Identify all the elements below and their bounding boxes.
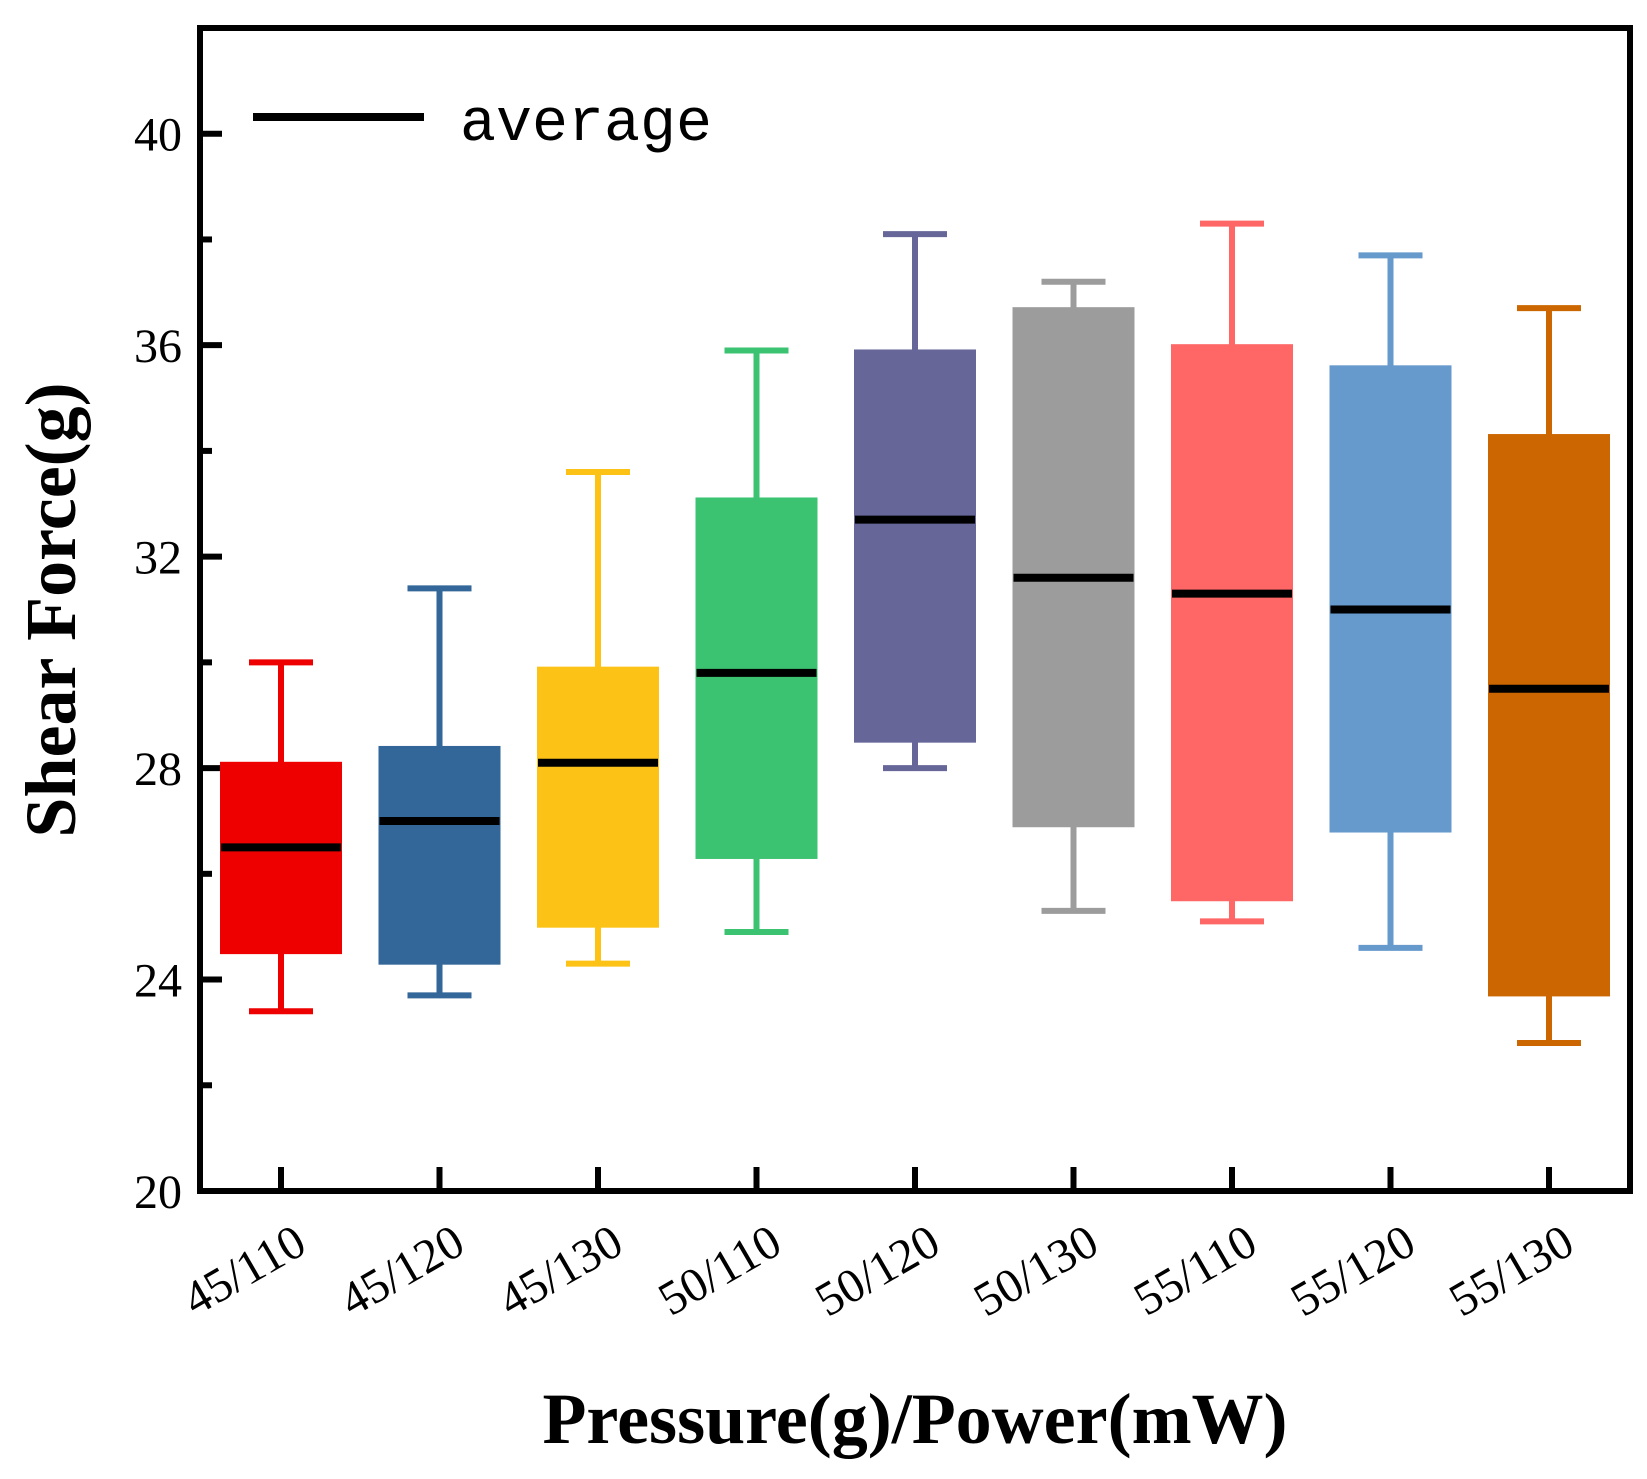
box-55-110: [1171, 220, 1293, 925]
y-tick-label: 40: [134, 109, 182, 162]
box-45-120: [378, 585, 501, 999]
box-body: [220, 761, 342, 955]
y-tick-label: 32: [134, 532, 182, 585]
y-tick-label: 28: [134, 743, 182, 796]
y-tick-label: 20: [134, 1166, 182, 1219]
box-body: [1171, 344, 1293, 902]
x-tick-label: 55/120: [1282, 1215, 1424, 1328]
x-tick-label: 50/110: [650, 1215, 790, 1327]
y-tick-label: 24: [134, 955, 182, 1008]
box-body: [378, 745, 501, 965]
box-body: [1329, 365, 1452, 833]
box-body: [537, 666, 659, 928]
box-55-130: [1488, 305, 1610, 1046]
box-45-110: [220, 659, 342, 1015]
y-tick-label: 36: [134, 320, 182, 373]
x-tick-label: 45/120: [331, 1215, 473, 1328]
x-tick-label: 50/120: [807, 1215, 949, 1328]
box-body: [1012, 307, 1135, 828]
box-50-130: [1012, 278, 1135, 914]
x-tick-label: 45/110: [174, 1215, 314, 1327]
legend-average-label: average: [460, 91, 712, 159]
boxes-layer: [220, 220, 1610, 1046]
box-50-120: [854, 231, 976, 772]
box-50-110: [695, 347, 818, 935]
x-tick-label: 55/130: [1441, 1215, 1583, 1328]
y-axis-title: Shear Force(g): [11, 382, 91, 837]
x-axis-title: Pressure(g)/Power(mW): [542, 1379, 1287, 1459]
x-tick-label: 45/130: [490, 1215, 632, 1328]
x-tick-label: 55/110: [1125, 1215, 1265, 1327]
box-body: [1488, 434, 1610, 997]
box-55-120: [1329, 252, 1452, 951]
box-45-130: [537, 469, 659, 967]
box-body: [695, 497, 818, 859]
box-body: [854, 349, 976, 743]
x-tick-label: 50/130: [965, 1215, 1107, 1328]
legend: average: [253, 91, 712, 159]
